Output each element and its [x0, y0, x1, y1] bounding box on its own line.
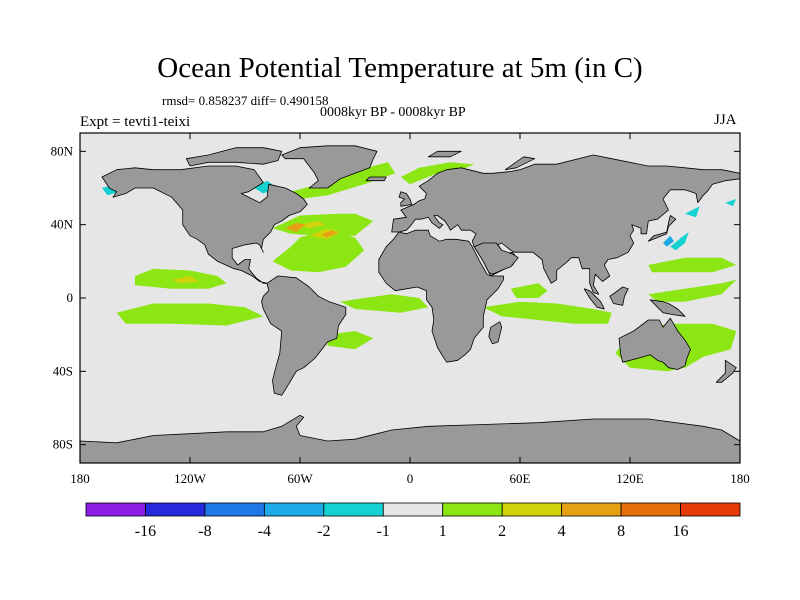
colorbar-label-8: 8: [617, 523, 625, 540]
period-text: 0008kyr BP - 0008kyr BP: [320, 105, 466, 120]
anomaly-region-0-7: [327, 331, 374, 350]
land-australia: [618, 317, 691, 370]
colorbar-swatch-10: [680, 502, 741, 517]
map-layer: [80, 145, 740, 463]
anomaly-region-3-4: [725, 199, 737, 207]
anomaly-region-1-2: [171, 276, 200, 284]
land-iceland: [365, 176, 387, 182]
colorbar-label-7: 4: [558, 523, 566, 540]
anomaly-region-0-5: [340, 294, 429, 313]
land-new-zealand: [715, 359, 737, 383]
land-novaya-zemlya: [504, 156, 536, 171]
stats-text: rmsd= 0.858237 diff= 0.490158: [162, 93, 329, 108]
land-greenland: [281, 145, 378, 189]
x-tick-label-0: 180: [70, 471, 90, 486]
colorbar-swatch-9: [620, 502, 681, 517]
land-north-america: [101, 165, 308, 284]
x-tick-label-3: 0: [407, 471, 414, 486]
land-eurasia: [391, 154, 740, 295]
colorbar-label-2: -4: [258, 523, 271, 540]
colorbar-swatch-5: [382, 502, 444, 517]
anomaly-region-0-11: [648, 279, 737, 302]
anomaly-region-3-1: [254, 180, 278, 194]
x-tick-label-2: 60W: [287, 471, 313, 486]
x-tick-label-4: 60E: [510, 471, 531, 486]
colorbar-swatch-0: [85, 502, 146, 517]
colorbar-swatch-2: [204, 502, 265, 517]
y-tick-label-2: 0: [67, 290, 74, 305]
x-tick-label-6: 180: [730, 471, 750, 486]
colorbar-label-0: -16: [135, 523, 156, 540]
land-madagascar: [488, 321, 503, 345]
x-tick-label-1: 120W: [174, 471, 207, 486]
colorbar-swatch-3: [263, 502, 325, 517]
colorbar: -16 -8 -4 -2 -1 1 2 4 8 16: [85, 502, 741, 540]
y-tick-label-1: 40N: [51, 217, 74, 232]
colorbar-label-9: 16: [673, 523, 689, 540]
axes-layer: 180 120W 60W 0 60E 120E 180 80N 40N 0 40S 80S: [51, 133, 750, 486]
anomaly-region-3-3: [685, 206, 700, 218]
land-japan: [647, 215, 677, 242]
land-arabia: [473, 242, 519, 275]
colorbar-label-3: -2: [317, 523, 330, 540]
anomaly-region-0-1: [272, 232, 365, 273]
y-tick-label-4: 80S: [53, 437, 73, 452]
anomaly-region-0-8: [483, 301, 612, 324]
y-tick-label-3: 40S: [53, 363, 73, 378]
anomaly-region-0-9: [510, 283, 548, 298]
land-borneo: [609, 286, 629, 306]
chart-title: Ocean Potential Temperature at 5m (in C): [157, 52, 643, 84]
colorbar-label-1: -8: [198, 523, 211, 540]
anomaly-region-0-6: [116, 303, 264, 326]
land-south-america: [261, 275, 347, 396]
land-arctic-archipelago: [185, 147, 283, 167]
colorbar-swatch-1: [145, 502, 206, 517]
y-tick-label-0: 80N: [51, 143, 74, 158]
land-africa: [378, 229, 504, 363]
anomaly-region-0-3: [290, 162, 396, 199]
anomaly-region-0-12: [648, 257, 737, 273]
anomaly-region-2-0: [285, 222, 306, 232]
land-sumatra: [583, 288, 605, 310]
land-antarctica: [80, 414, 740, 463]
anomaly-region-1-1: [300, 221, 326, 229]
land-new-guinea: [649, 299, 686, 317]
season-label: JJA: [714, 112, 737, 128]
colorbar-swatch-6: [442, 502, 503, 517]
colorbar-swatch-4: [323, 502, 384, 517]
colorbar-label-4: -1: [377, 523, 390, 540]
experiment-label: Expt = tevti1-teixi: [80, 114, 191, 130]
land-british-isles: [398, 191, 413, 207]
colorbar-swatch-8: [561, 502, 622, 517]
colorbar-swatch-7: [501, 502, 563, 517]
colorbar-label-6: 2: [498, 523, 506, 540]
anomaly-region-4-0: [663, 235, 674, 247]
x-tick-label-5: 120E: [616, 471, 644, 486]
anomaly-region-3-2: [670, 232, 689, 251]
land-svalbard: [427, 150, 462, 158]
colorbar-label-5: 1: [439, 523, 447, 540]
anomaly-region-2-1: [322, 230, 337, 238]
